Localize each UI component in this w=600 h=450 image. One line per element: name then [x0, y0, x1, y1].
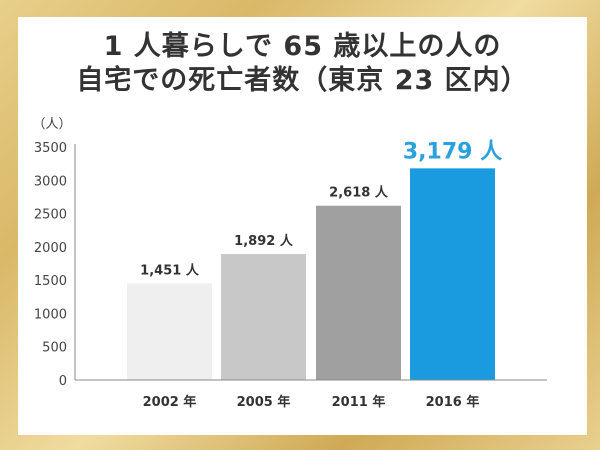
chart-title: 1 人暮らしで 65 歳以上の人の 自宅での死亡者数（東京 23 区内） [18, 30, 587, 98]
x-tick-label: 2016 年 [426, 394, 480, 410]
data-label: 1,451 人 [140, 262, 200, 278]
y-tick-label: 500 [42, 341, 67, 356]
y-tick-label: 3500 [34, 141, 67, 156]
y-tick-label: 0 [59, 374, 67, 389]
y-tick-label: 2000 [34, 241, 67, 256]
bar-0 [127, 283, 212, 380]
data-label: 1,892 人 [234, 233, 294, 249]
y-tick-label: 3000 [34, 174, 67, 189]
x-tick-label: 2002 年 [143, 394, 197, 410]
y-tick-label: 1000 [34, 307, 67, 322]
bar-3 [410, 168, 495, 380]
chart-title-line-2: 自宅での死亡者数（東京 23 区内） [76, 65, 529, 96]
bar-2 [316, 205, 401, 380]
data-label: 3,179 人 [403, 139, 502, 164]
y-axis-unit-label: （人） [32, 117, 71, 132]
x-tick-label: 2005 年 [237, 394, 291, 410]
bar-1 [221, 254, 306, 380]
x-tick-label: 2011 年 [332, 394, 386, 410]
y-tick-label: 1500 [34, 274, 67, 289]
data-label: 2,618 人 [329, 185, 389, 201]
y-tick-label: 2500 [34, 208, 67, 223]
chart-title-line-1: 1 人暮らしで 65 歳以上の人の [103, 31, 502, 62]
